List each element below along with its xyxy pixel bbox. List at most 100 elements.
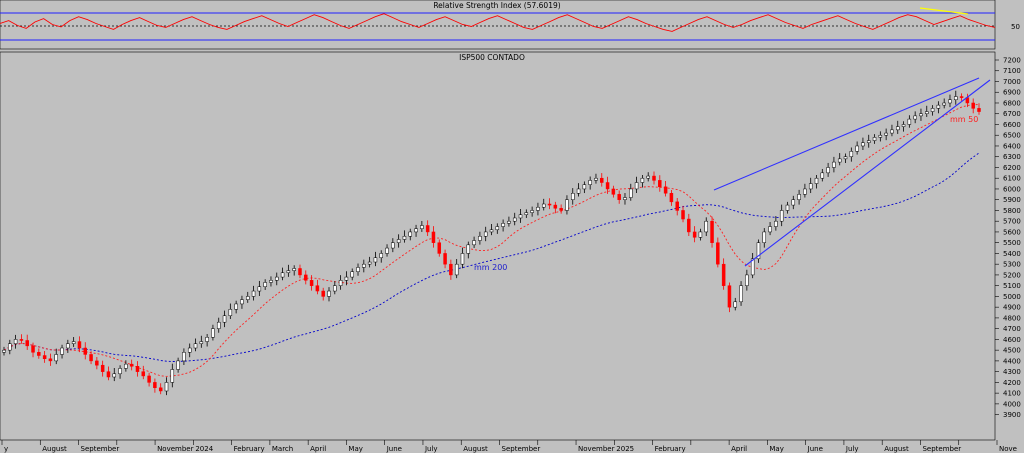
candle-body: [669, 193, 674, 203]
candle-body: [884, 132, 888, 136]
candle-body: [251, 290, 256, 297]
candle-body: [936, 104, 941, 109]
candle-body: [739, 285, 743, 303]
candle-body: [13, 339, 18, 344]
candle-body: [356, 267, 360, 272]
x-tick-label: March: [272, 445, 293, 453]
candle-body: [623, 197, 627, 200]
candle-body: [19, 339, 24, 341]
candle-body: [826, 167, 830, 174]
rsi-axis-label: 50: [1011, 23, 1020, 31]
x-tick-label: 2024: [195, 445, 213, 453]
candle-body: [408, 231, 412, 237]
candle-body: [971, 102, 975, 109]
x-tick-label: April: [310, 445, 326, 453]
candle-body: [367, 261, 372, 265]
y-tick-label: 5700: [1003, 218, 1021, 226]
y-tick-label: 5400: [1003, 250, 1021, 258]
candle-body: [756, 242, 761, 260]
candle-body: [907, 118, 912, 125]
candle-body: [791, 199, 796, 206]
x-tick-label: September: [922, 445, 961, 453]
candle-body: [100, 364, 105, 372]
candle-body: [321, 290, 325, 297]
y-tick-label: 6200: [1003, 164, 1021, 172]
candle-body: [129, 363, 134, 367]
candle-body: [478, 235, 482, 241]
candle-body: [315, 285, 320, 292]
x-tick-label: August: [42, 445, 67, 453]
candle-body: [420, 225, 424, 229]
candle-body: [170, 369, 175, 383]
candle-body: [594, 177, 598, 181]
candle-body: [872, 137, 877, 141]
candle-body: [547, 203, 552, 206]
candle-body: [930, 108, 935, 112]
candle-body: [95, 360, 99, 366]
candle-body: [658, 180, 662, 188]
candle-body: [530, 210, 534, 213]
candle-body: [2, 349, 6, 353]
candle-body: [54, 354, 58, 362]
candle-body: [954, 96, 958, 101]
candle-body: [106, 371, 111, 378]
candle-body: [524, 212, 529, 215]
candle-body: [425, 225, 430, 233]
candle-body: [182, 352, 186, 362]
y-tick-label: 4200: [1003, 379, 1021, 387]
x-tick-label: y: [4, 445, 8, 453]
candle-body: [234, 303, 238, 310]
candle-body: [164, 382, 169, 392]
candle-body: [878, 134, 883, 138]
y-tick-label: 5200: [1003, 271, 1021, 279]
candle-body: [124, 363, 128, 369]
candle-body: [222, 315, 227, 323]
y-tick-label: 5900: [1003, 196, 1021, 204]
y-tick-label: 6900: [1003, 89, 1021, 97]
candle-body: [582, 184, 587, 190]
x-tick-label: February: [234, 445, 265, 453]
candle-body: [617, 194, 621, 200]
y-tick-label: 6600: [1003, 121, 1021, 129]
y-tick-label: 4900: [1003, 304, 1021, 312]
candle-body: [60, 347, 64, 355]
candle-body: [333, 285, 337, 292]
candle-body: [495, 226, 500, 231]
candle-body: [507, 220, 511, 224]
candle-body: [454, 263, 459, 276]
candle-body: [855, 145, 859, 152]
candle-body: [896, 126, 900, 131]
y-tick-label: 4400: [1003, 357, 1021, 365]
candle-body: [588, 180, 592, 185]
y-tick-label: 5000: [1003, 293, 1021, 301]
candle-body: [460, 253, 465, 265]
candle-body: [379, 253, 383, 258]
candle-body: [327, 290, 331, 297]
candle-body: [246, 296, 250, 300]
y-tick-label: 7000: [1003, 78, 1021, 86]
y-tick-label: 6800: [1003, 99, 1021, 107]
candle-body: [31, 345, 35, 353]
candle-body: [605, 182, 610, 190]
candle-body: [42, 355, 47, 359]
candle-body: [269, 280, 273, 283]
candle-body: [948, 99, 952, 104]
candle-body: [768, 226, 772, 233]
rsi-title: Relative Strength Index (57.6019): [433, 1, 560, 10]
wedge-upper-line: [713, 77, 980, 191]
candle-body: [797, 194, 801, 200]
candle-body: [866, 140, 871, 143]
candle-body: [228, 309, 233, 317]
candle-body: [483, 231, 488, 237]
candle-body: [402, 235, 407, 240]
candle-body: [832, 161, 836, 168]
candle-body: [66, 343, 70, 349]
candle-body: [216, 321, 221, 329]
candle-body: [466, 244, 471, 254]
candle-body: [716, 242, 720, 265]
candle-body: [280, 272, 285, 278]
candle-body: [901, 124, 906, 127]
rsi-panel: [0, 0, 996, 50]
price-panel: [0, 51, 996, 441]
